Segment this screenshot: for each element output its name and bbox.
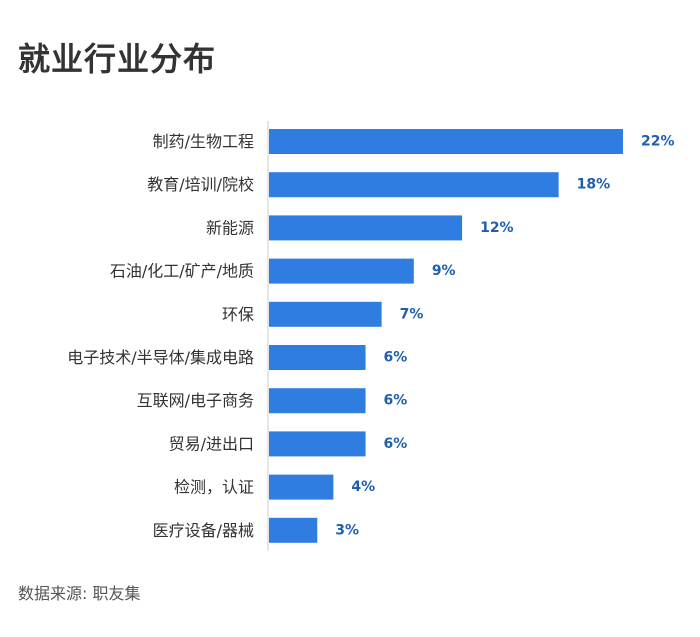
category-label: 石油/化工/矿产/地质	[110, 262, 254, 281]
value-label: 7%	[400, 306, 424, 322]
category-labels: 制药/生物工程教育/培训/院校新能源石油/化工/矿产/地质环保电子技术/半导体/…	[67, 132, 254, 540]
page-title: 就业行业分布	[18, 40, 217, 78]
bar	[269, 431, 366, 457]
value-label: 3%	[335, 522, 359, 538]
bar	[269, 345, 366, 370]
category-label: 互联网/电子商务	[137, 391, 254, 410]
value-labels: 22% 18% 12% 9% 7% 6% 6% 6% 4% 3%	[335, 134, 674, 539]
bar	[269, 215, 463, 241]
source-note: 数据来源: 职友集	[18, 584, 141, 603]
category-label: 贸易/进出口	[169, 434, 254, 453]
value-label: 4%	[351, 479, 375, 495]
bar	[269, 172, 559, 198]
value-label: 22%	[641, 134, 675, 150]
bar	[269, 301, 382, 327]
value-label: 12%	[480, 220, 514, 236]
bar	[269, 258, 414, 284]
value-label: 6%	[384, 436, 408, 452]
value-label: 6%	[384, 350, 408, 366]
bar	[269, 129, 623, 154]
category-label: 环保	[222, 305, 254, 324]
category-label: 检测，认证	[174, 478, 254, 497]
category-label: 新能源	[206, 218, 254, 237]
bar	[269, 388, 366, 414]
category-label: 电子技术/半导体/集成电路	[67, 348, 254, 367]
category-label: 医疗设备/器械	[153, 521, 254, 540]
bars	[269, 129, 623, 543]
value-label: 9%	[432, 263, 456, 279]
category-label: 制药/生物工程	[153, 132, 254, 151]
category-label: 教育/培训/院校	[147, 175, 254, 194]
value-label: 6%	[384, 393, 408, 409]
bar	[269, 517, 318, 543]
value-label: 18%	[577, 177, 611, 193]
bar	[269, 474, 334, 500]
